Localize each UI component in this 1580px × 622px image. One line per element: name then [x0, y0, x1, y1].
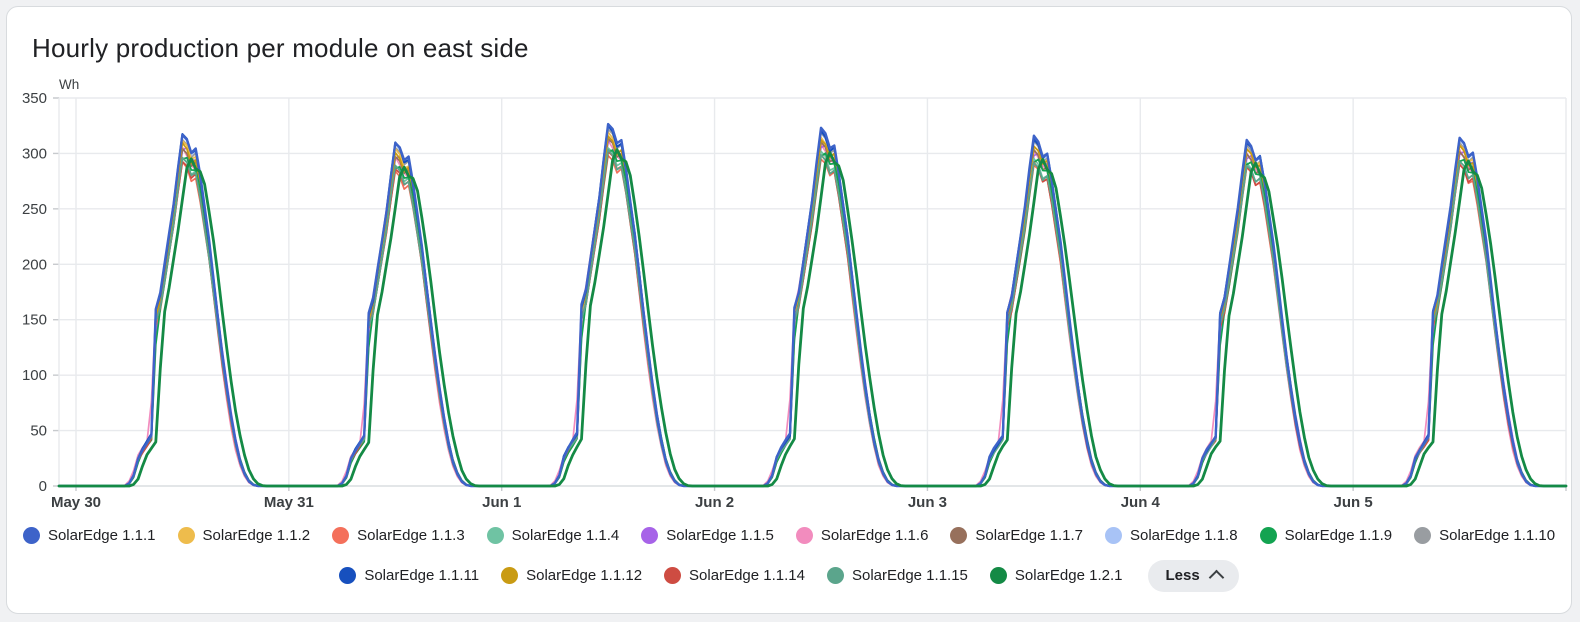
legend-row-1: SolarEdge 1.1.1 SolarEdge 1.1.2 SolarEdge …: [22, 519, 1555, 552]
x-axis-tick-label: Jun 2: [695, 494, 734, 511]
legend-item-label: SolarEdge 1.1.1: [47, 527, 156, 544]
y-axis-tick-label: 100: [22, 367, 47, 384]
legend-item-solaredge-1-1-3[interactable]: SolarEdge 1.1.3: [332, 527, 465, 544]
legend-item-solaredge-1-1-15[interactable]: SolarEdge 1.1.15: [826, 567, 968, 584]
legend-item-solaredge-1-1-2[interactable]: SolarEdge 1.1.2: [177, 527, 311, 544]
legend-item-solaredge-1-1-6[interactable]: SolarEdge 1.1.6: [795, 527, 929, 544]
legend-item-solaredge-1-1-11[interactable]: SolarEdge 1.1.11: [339, 567, 479, 584]
legend-item-label: SolarEdge 1.1.9: [1284, 527, 1393, 544]
legend-item-label: SolarEdge 1.1.3: [357, 527, 465, 544]
legend-color-dot-icon: [826, 567, 844, 584]
legend-color-dot-icon: [989, 567, 1007, 584]
x-axis-tick-label: Jun 4: [1121, 494, 1161, 511]
legend-color-dot-icon: [22, 527, 40, 544]
legend-item-label: SolarEdge 1.1.4: [511, 527, 620, 544]
legend-item-label: SolarEdge 1.1.5: [666, 527, 774, 544]
x-axis-tick-label: May 30: [51, 494, 101, 511]
legend-item-label: SolarEdge 1.1.12: [526, 567, 643, 584]
legend-item-solaredge-1-1-7[interactable]: SolarEdge 1.1.7: [950, 527, 1083, 544]
legend-item-label: SolarEdge 1.1.11: [364, 567, 480, 584]
y-axis-tick-label: 200: [22, 256, 47, 273]
chevron-up-icon: [1208, 569, 1224, 586]
legend-less-button[interactable]: Less: [1148, 559, 1239, 592]
x-axis-tick-label: Jun 3: [908, 494, 947, 511]
chart-card: Hourly production per module on east sid…: [6, 6, 1572, 614]
series-line-solaredge-1-1-10: [58, 128, 1567, 487]
series-line-solaredge-1-2-1: [57, 148, 1568, 488]
y-axis-tick-label: 150: [22, 312, 47, 329]
legend-item-label: SolarEdge 1.1.15: [851, 567, 968, 584]
legend-item-solaredge-1-1-10[interactable]: SolarEdge 1.1.10: [1414, 527, 1555, 544]
legend-item-label: SolarEdge 1.1.7: [975, 527, 1083, 544]
chart-title: Hourly production per module on east sid…: [32, 33, 529, 63]
legend-color-dot-icon: [641, 527, 659, 544]
y-axis-tick-label: 300: [22, 145, 47, 162]
legend-item-label: SolarEdge 1.2.1: [1014, 567, 1123, 584]
series-line-solaredge-1-1-2: [58, 131, 1567, 487]
x-axis-tick-label: Jun 5: [1334, 494, 1373, 511]
legend-item-solaredge-1-1-8[interactable]: SolarEdge 1.1.8: [1104, 527, 1238, 544]
production-line-chart: 0 50 100 150 200 250 300 350 May 30 May 31 Jun 1 Ju…: [22, 77, 1568, 511]
legend-color-dot-icon: [664, 567, 682, 584]
legend-color-dot-icon: [501, 567, 519, 584]
x-axis-tick-label: Jun 1: [482, 494, 521, 511]
legend-row-2: SolarEdge 1.1.11 SolarEdge 1.1.12 SolarEdg…: [339, 559, 1239, 592]
legend-color-dot-icon: [1414, 527, 1432, 544]
y-axis-tick-label: 350: [22, 90, 47, 107]
legend-item-solaredge-1-1-1[interactable]: SolarEdge 1.1.1: [22, 527, 156, 544]
legend-color-dot-icon: [332, 527, 350, 544]
y-axis-tick-label: 250: [22, 201, 47, 218]
x-axis-tick-label: May 31: [264, 494, 314, 511]
legend-color-dot-icon: [339, 567, 357, 584]
legend-color-dot-icon: [177, 527, 195, 544]
series-line-solaredge-1-1-11: [58, 124, 1567, 487]
legend-item-label: SolarEdge 1.1.6: [820, 527, 929, 544]
legend-item-label: SolarEdge 1.1.8: [1129, 527, 1238, 544]
less-button-label: Less: [1165, 567, 1200, 584]
legend-color-dot-icon: [1259, 527, 1277, 544]
y-axis-unit-label: Wh: [59, 77, 79, 92]
y-axis-tick-label: 50: [30, 423, 47, 440]
legend-item-solaredge-1-2-1[interactable]: SolarEdge 1.2.1: [989, 567, 1123, 584]
series-line-solaredge-1-1-8: [58, 126, 1567, 487]
legend-item-label: SolarEdge 1.1.10: [1439, 527, 1556, 544]
legend-color-dot-icon: [795, 527, 813, 544]
y-axis-tick-label: 0: [39, 478, 47, 495]
chart-legend: SolarEdge 1.1.1 SolarEdge 1.1.2 SolarEdge …: [7, 519, 1571, 592]
legend-item-solaredge-1-1-4[interactable]: SolarEdge 1.1.4: [486, 527, 620, 544]
legend-item-solaredge-1-1-5[interactable]: SolarEdge 1.1.5: [641, 527, 774, 544]
legend-item-solaredge-1-1-9[interactable]: SolarEdge 1.1.9: [1259, 527, 1393, 544]
legend-item-label: SolarEdge 1.1.14: [689, 567, 805, 584]
legend-color-dot-icon: [1104, 527, 1122, 544]
legend-item-solaredge-1-1-12[interactable]: SolarEdge 1.1.12: [501, 567, 642, 584]
legend-item-solaredge-1-1-14[interactable]: SolarEdge 1.1.14: [664, 567, 805, 584]
legend-item-label: SolarEdge 1.1.2: [202, 527, 311, 544]
series-line-solaredge-1-1-1: [57, 122, 1568, 488]
legend-color-dot-icon: [486, 527, 504, 544]
legend-color-dot-icon: [950, 527, 968, 544]
